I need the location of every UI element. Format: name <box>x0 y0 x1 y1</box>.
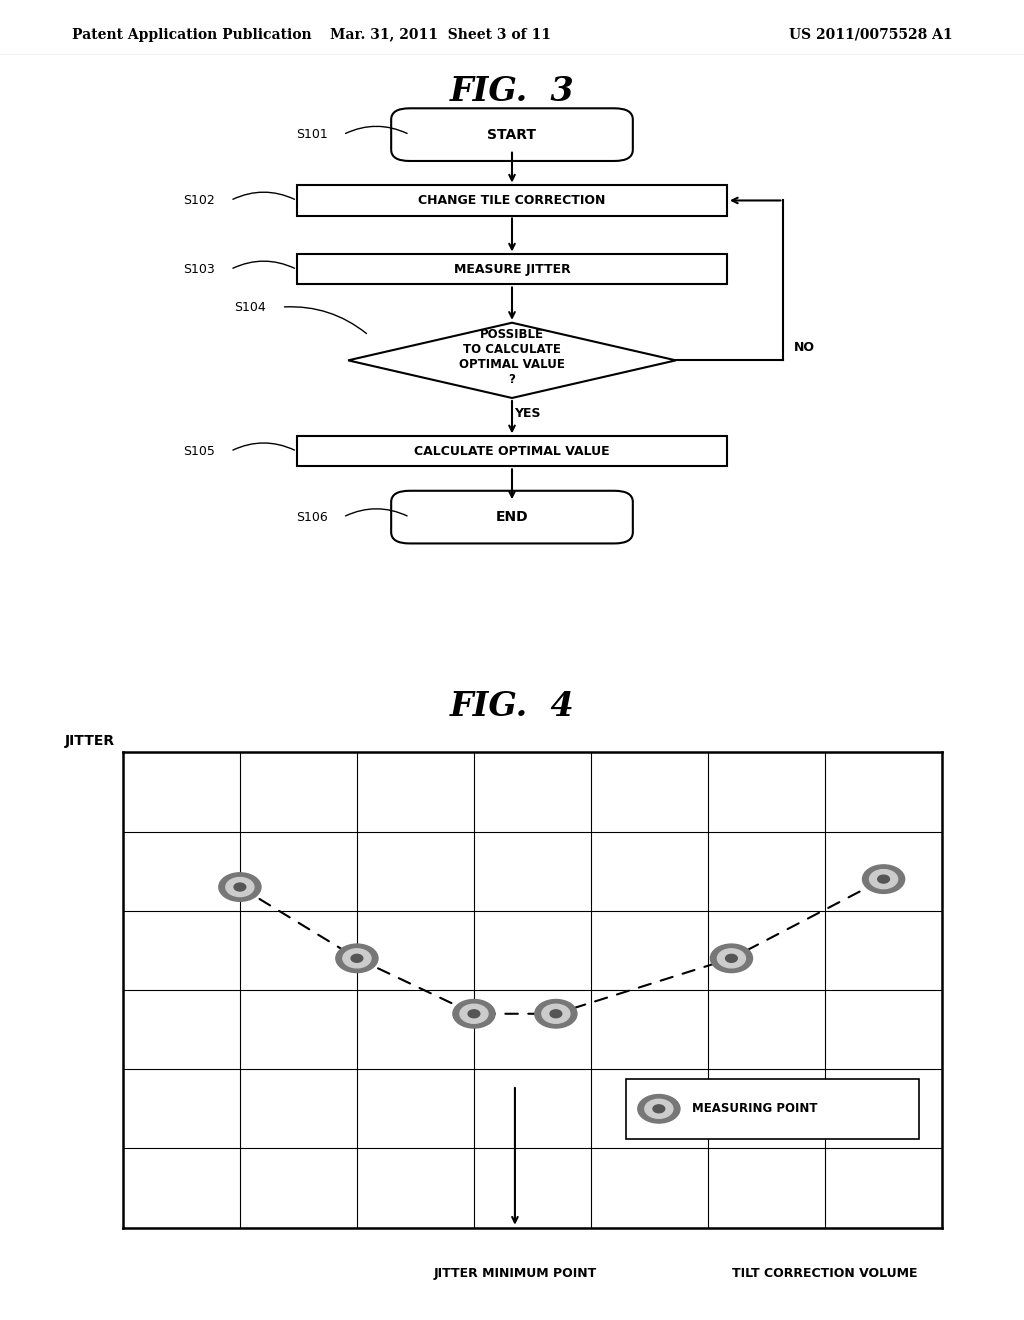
Text: US 2011/0075528 A1: US 2011/0075528 A1 <box>788 28 952 42</box>
Circle shape <box>351 954 362 962</box>
Text: NO: NO <box>794 341 815 354</box>
Circle shape <box>336 944 378 973</box>
Text: Mar. 31, 2011  Sheet 3 of 11: Mar. 31, 2011 Sheet 3 of 11 <box>330 28 551 42</box>
Circle shape <box>219 873 261 902</box>
Circle shape <box>542 1005 570 1023</box>
Circle shape <box>878 875 890 883</box>
Bar <box>297 185 727 215</box>
Circle shape <box>726 954 737 962</box>
Text: S102: S102 <box>183 194 215 207</box>
Text: S101: S101 <box>296 128 328 141</box>
Circle shape <box>226 878 254 896</box>
Circle shape <box>711 944 753 973</box>
Text: CALCULATE OPTIMAL VALUE: CALCULATE OPTIMAL VALUE <box>414 445 610 458</box>
Circle shape <box>453 999 495 1028</box>
Circle shape <box>869 870 898 888</box>
Text: Patent Application Publication: Patent Application Publication <box>72 28 311 42</box>
Polygon shape <box>348 323 676 399</box>
Text: S104: S104 <box>234 301 266 314</box>
Circle shape <box>862 865 904 894</box>
Circle shape <box>343 949 371 968</box>
Circle shape <box>550 1010 562 1018</box>
Circle shape <box>460 1005 488 1023</box>
Text: S105: S105 <box>183 445 215 458</box>
Text: POSSIBLE
TO CALCULATE
OPTIMAL VALUE
?: POSSIBLE TO CALCULATE OPTIMAL VALUE ? <box>459 329 565 387</box>
Circle shape <box>535 999 577 1028</box>
Text: START: START <box>487 128 537 141</box>
Text: S106: S106 <box>296 511 328 524</box>
Bar <box>297 255 727 285</box>
Text: MEASURING POINT: MEASURING POINT <box>691 1102 817 1115</box>
Text: S103: S103 <box>183 263 215 276</box>
Text: FIG.  4: FIG. 4 <box>450 689 574 723</box>
Circle shape <box>234 883 246 891</box>
Text: JITTER MINIMUM POINT: JITTER MINIMUM POINT <box>433 1267 597 1280</box>
FancyBboxPatch shape <box>391 108 633 161</box>
Text: JITTER: JITTER <box>65 734 115 747</box>
Circle shape <box>653 1105 665 1113</box>
Circle shape <box>638 1094 680 1123</box>
Bar <box>626 1080 919 1138</box>
Circle shape <box>645 1100 673 1118</box>
Text: CHANGE TILE CORRECTION: CHANGE TILE CORRECTION <box>419 194 605 207</box>
Text: END: END <box>496 510 528 524</box>
Circle shape <box>718 949 745 968</box>
Circle shape <box>468 1010 480 1018</box>
Text: YES: YES <box>514 407 541 420</box>
Text: FIG.  3: FIG. 3 <box>450 75 574 108</box>
Text: MEASURE JITTER: MEASURE JITTER <box>454 263 570 276</box>
Bar <box>297 436 727 466</box>
FancyBboxPatch shape <box>391 491 633 544</box>
Text: TILT CORRECTION VOLUME: TILT CORRECTION VOLUME <box>732 1267 918 1280</box>
